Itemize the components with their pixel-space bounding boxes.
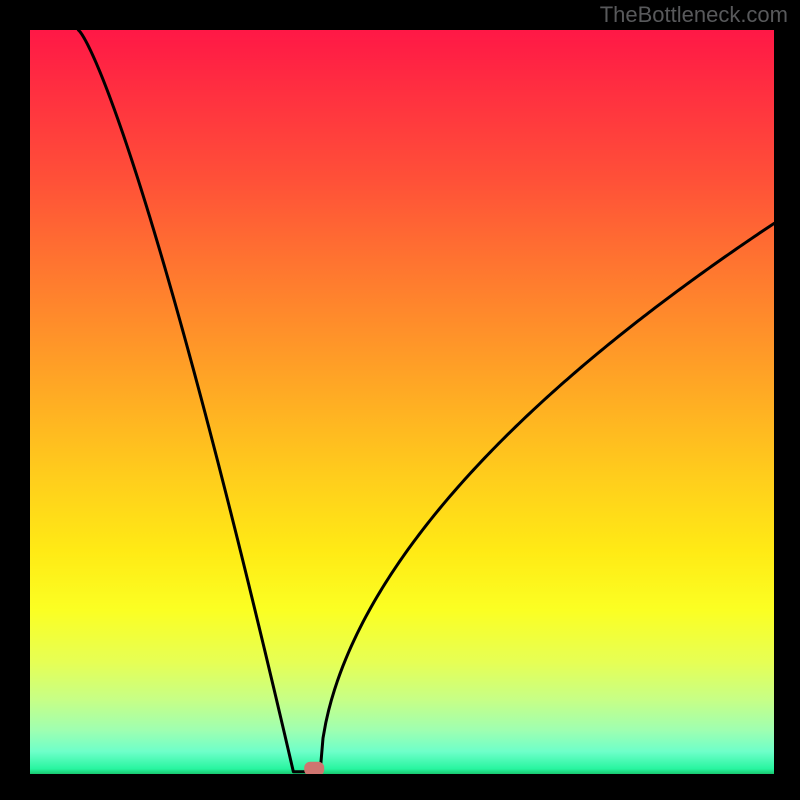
watermark-text: TheBottleneck.com [600, 2, 788, 28]
gradient-background [30, 30, 774, 774]
optimal-point-marker [304, 762, 324, 774]
plot-area [30, 30, 774, 774]
bottleneck-chart-svg [30, 30, 774, 774]
chart-frame: TheBottleneck.com [0, 0, 800, 800]
